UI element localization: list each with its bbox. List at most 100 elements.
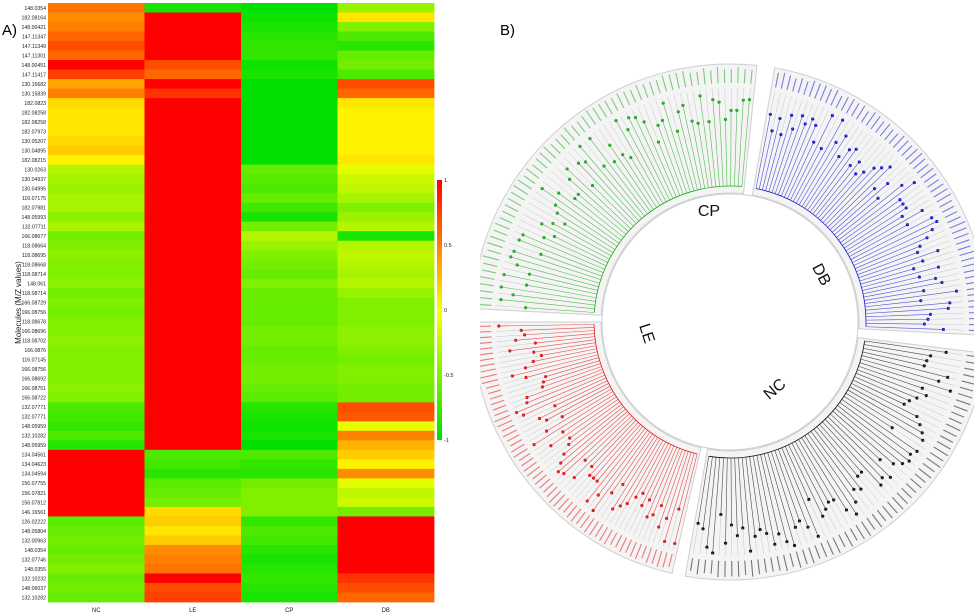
- tree-branch: [859, 260, 923, 282]
- tree-branch: [720, 457, 724, 515]
- heatmap-cell: [337, 468, 435, 479]
- colorbar: [437, 180, 442, 440]
- tree-leaf-label-mark: [553, 494, 566, 507]
- tree-leaf-label-mark: [884, 129, 894, 141]
- tree-leaf-connector: [628, 505, 643, 534]
- tree-leaf-connector: [926, 395, 950, 405]
- tree-leaf-connector: [901, 176, 914, 186]
- tree-branch: [784, 446, 810, 500]
- tree-leaf-connector: [534, 431, 563, 451]
- tree-branch: [852, 221, 937, 263]
- tree-branch: [563, 406, 624, 455]
- tree-leaf-connector: [575, 477, 594, 499]
- tree-leaf-label-mark: [504, 204, 519, 213]
- tree-branch: [836, 185, 903, 238]
- tree-leaf-label-mark: [482, 255, 500, 261]
- heatmap-row-label: 118.08714: [22, 291, 46, 297]
- heatmap-cell: [48, 307, 145, 318]
- tree-branch: [862, 351, 925, 367]
- tree-leaf-connector: [661, 98, 664, 104]
- tree-branch: [767, 452, 795, 546]
- heatmap-cell: [144, 430, 242, 441]
- tree-leaf-label-mark: [563, 501, 574, 513]
- tree-leaf: [532, 350, 536, 354]
- tree-leaf-connector: [792, 99, 803, 130]
- tree-branch: [865, 300, 921, 308]
- tree-leaf-connector: [916, 397, 947, 411]
- tree-leaf-label-mark: [557, 497, 570, 511]
- heatmap-cell: [241, 411, 338, 422]
- tree-leaf-label-mark: [955, 239, 970, 245]
- tree-leaf-connector: [946, 352, 962, 355]
- tree-branch: [861, 266, 939, 288]
- heatmap-cell: [241, 164, 338, 175]
- tree-leaf-label-mark: [795, 551, 802, 568]
- heatmap-cell: [337, 269, 435, 280]
- tree-leaf: [915, 250, 920, 255]
- tree-leaf-connector: [573, 148, 586, 163]
- heatmap-cell: [144, 3, 242, 13]
- heatmap-cell: [144, 573, 242, 584]
- tree-leaf-connector: [693, 523, 699, 554]
- tree-branch: [734, 110, 738, 187]
- tree-branch: [641, 444, 672, 506]
- tree-leaf-label-mark: [789, 553, 795, 567]
- tree-leaf-connector: [917, 240, 950, 253]
- heatmap-cell: [241, 269, 338, 280]
- heatmap-row-label: 182.08258: [21, 120, 46, 126]
- tree-leaf: [510, 374, 514, 378]
- heatmap-cell: [337, 164, 435, 175]
- heatmap-row-label: 166.08756: [21, 310, 46, 316]
- tree-leaf-connector: [523, 420, 547, 433]
- heatmap-cell: [241, 506, 338, 517]
- tree-leaf-label-mark: [526, 466, 540, 477]
- tree-leaf-label-mark: [920, 167, 934, 179]
- tree-branch: [677, 131, 695, 191]
- heatmap-cell: [48, 250, 145, 261]
- tree-leaf-label-mark: [909, 152, 923, 165]
- tree-leaf-label-mark: [953, 405, 968, 412]
- tree-leaf-connector: [856, 514, 859, 518]
- heatmap-row-label: 126.02222: [21, 519, 46, 525]
- tree-leaf-label-mark: [905, 483, 917, 494]
- tree-branch: [642, 443, 669, 494]
- tree-leaf-connector: [668, 509, 680, 548]
- tree-branch: [745, 457, 756, 537]
- tree-branch: [844, 207, 907, 249]
- tree-leaf: [696, 521, 700, 525]
- tree-branch: [781, 447, 819, 537]
- tree-leaf-connector: [904, 404, 942, 423]
- tree-branch: [674, 453, 698, 544]
- heatmap-cell: [48, 326, 145, 337]
- heatmap-cell: [48, 297, 145, 308]
- heatmap-cell: [241, 12, 338, 23]
- heatmap-cell: [241, 402, 338, 413]
- tree-branch: [793, 148, 822, 202]
- tree-leaf-label-mark: [702, 68, 706, 85]
- tree-leaf: [557, 191, 561, 195]
- tree-branch: [820, 171, 865, 221]
- tree-branch: [525, 351, 598, 369]
- heatmap-cell: [337, 297, 435, 308]
- heatmap-row-label: 148.00451: [21, 63, 46, 69]
- tree-branch: [837, 405, 910, 462]
- heatmap-cell: [337, 582, 435, 593]
- tree-leaf-connector: [922, 440, 930, 445]
- tree-leaf-label-mark: [494, 409, 509, 417]
- tree-branch: [860, 358, 939, 382]
- tree-leaf-label-mark: [571, 125, 581, 137]
- tree-leaf-connector: [937, 245, 952, 251]
- tree-leaf-label-mark: [508, 198, 522, 207]
- tree-leaf-label-mark: [510, 439, 523, 447]
- heatmap-row-label: 147.11349: [22, 44, 46, 50]
- tree-leaf-label-mark: [480, 290, 493, 293]
- tree-leaf: [852, 487, 856, 491]
- heatmap-row-label: 132.07771: [21, 405, 46, 411]
- tree-leaf-connector: [812, 105, 819, 120]
- heatmap-cell: [241, 592, 338, 603]
- tree-leaf-connector: [861, 472, 885, 499]
- heatmap-cell: [337, 60, 435, 70]
- heatmap-cell: [48, 525, 145, 536]
- heatmap-row-label: 166.0876: [24, 348, 46, 354]
- heatmap-cell: [144, 88, 242, 99]
